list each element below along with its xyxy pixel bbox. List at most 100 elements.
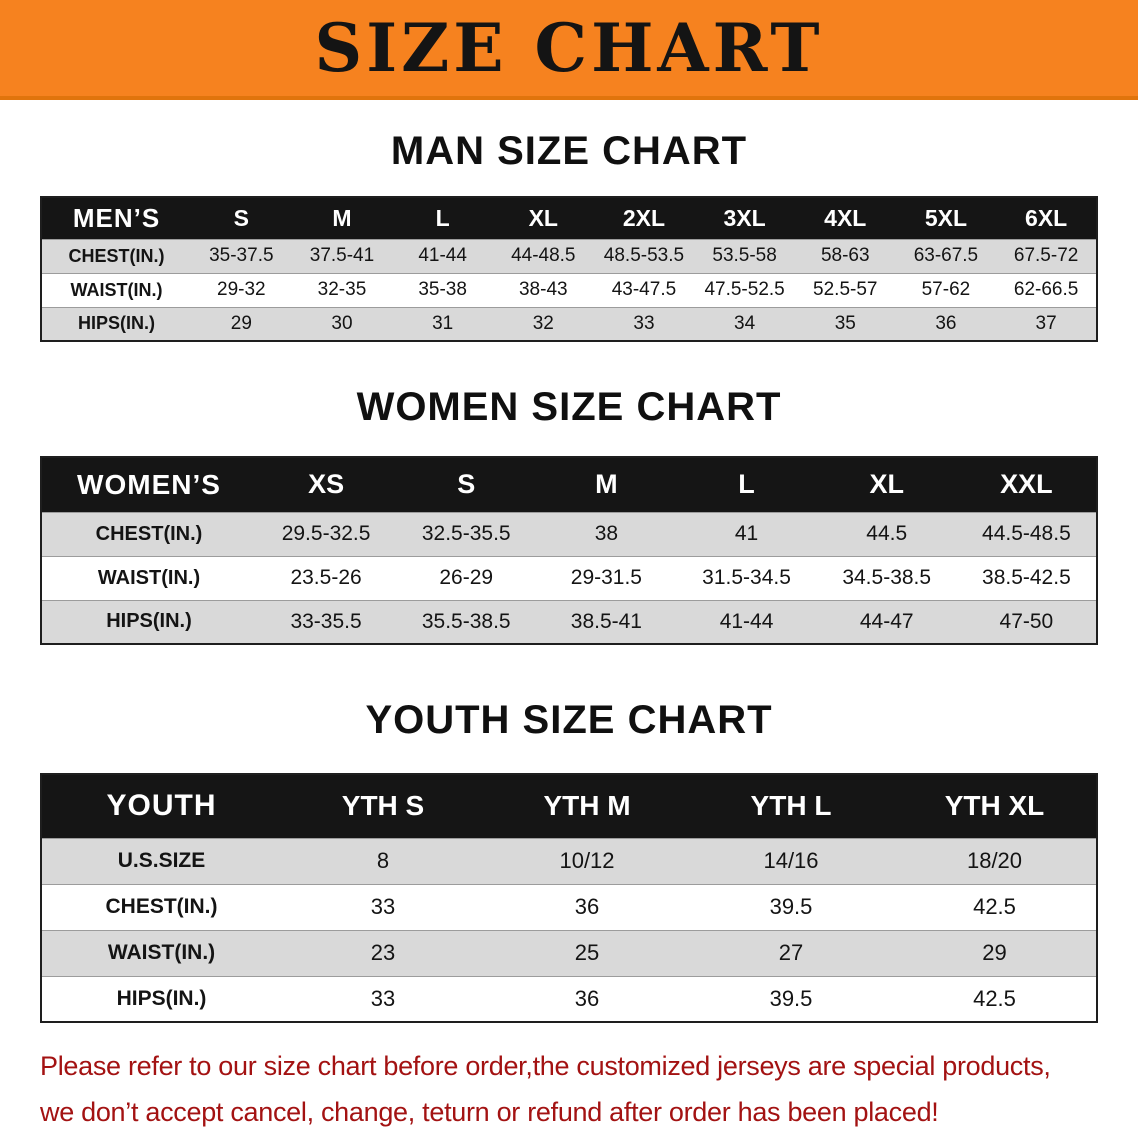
size-cell: 44.5-48.5: [956, 511, 1097, 556]
size-cell: 42.5: [893, 883, 1097, 930]
size-cell: 67.5-72: [996, 238, 1097, 273]
size-cell: 14/16: [689, 837, 893, 884]
men-header-row: MEN’S S M L XL 2XL 3XL 4XL 5XL 6XL: [41, 197, 1097, 239]
women-table-title: WOMEN’S: [41, 457, 256, 512]
men-table-title: MEN’S: [41, 197, 191, 239]
size-cell: 44.5: [816, 511, 957, 556]
table-row: HIPS(IN.) 29 30 31 32 33 34 35 36 37: [41, 306, 1097, 341]
table-row: CHEST(IN.) 29.5-32.5 32.5-35.5 38 41 44.…: [41, 511, 1097, 556]
women-header-row: WOMEN’S XS S M L XL XXL: [41, 457, 1097, 512]
size-cell: 29: [893, 929, 1097, 976]
size-cell: 44-47: [816, 599, 957, 644]
men-section-heading: MAN SIZE CHART: [390, 129, 748, 173]
size-cell: 37.5-41: [291, 238, 393, 273]
size-cell: 36: [895, 306, 997, 341]
table-row: HIPS(IN.) 33-35.5 35.5-38.5 38.5-41 41-4…: [41, 599, 1097, 644]
women-section-heading: WOMEN SIZE CHART: [356, 385, 782, 429]
size-header-cell: YTH XL: [893, 774, 1097, 838]
size-header-cell: XL: [492, 197, 594, 239]
size-cell: 52.5-57: [794, 272, 896, 307]
table-row: U.S.SIZE 8 10/12 14/16 18/20: [41, 837, 1097, 884]
size-cell: 48.5-53.5: [593, 238, 695, 273]
size-cell: 25: [485, 929, 689, 976]
size-header-cell: 4XL: [794, 197, 896, 239]
row-label: HIPS(IN.): [41, 306, 191, 341]
size-cell: 39.5: [689, 975, 893, 1022]
size-cell: 34: [694, 306, 795, 341]
disclaimer-line-2: we don’t accept cancel, change, teturn o…: [40, 1097, 939, 1127]
size-cell: 38.5-42.5: [956, 555, 1097, 600]
size-cell: 33: [593, 306, 695, 341]
size-cell: 63-67.5: [895, 238, 997, 273]
size-chart-banner: SIZE CHART: [0, 0, 1138, 100]
size-cell: 41-44: [392, 238, 493, 273]
page-title: SIZE CHART: [314, 9, 824, 87]
size-cell: 33-35.5: [256, 599, 397, 644]
size-cell: 38-43: [492, 272, 594, 307]
size-cell: 29-31.5: [536, 555, 677, 600]
row-label: HIPS(IN.): [41, 599, 256, 644]
size-cell: 35.5-38.5: [396, 599, 537, 644]
size-header-cell: M: [536, 457, 677, 512]
size-cell: 29: [191, 306, 292, 341]
size-cell: 41: [676, 511, 817, 556]
row-label: U.S.SIZE: [41, 837, 281, 884]
size-cell: 32: [492, 306, 594, 341]
size-cell: 34.5-38.5: [816, 555, 957, 600]
size-cell: 42.5: [893, 975, 1097, 1022]
size-header-cell: YTH S: [281, 774, 485, 838]
row-label: CHEST(IN.): [41, 511, 256, 556]
row-label: WAIST(IN.): [41, 555, 256, 600]
size-header-cell: 5XL: [895, 197, 997, 239]
row-label: HIPS(IN.): [41, 975, 281, 1022]
men-size-table: MEN’S S M L XL 2XL 3XL 4XL 5XL 6XL CHEST…: [40, 196, 1098, 342]
size-header-cell: M: [291, 197, 393, 239]
size-cell: 31: [392, 306, 493, 341]
size-cell: 53.5-58: [694, 238, 795, 273]
table-row: HIPS(IN.) 33 36 39.5 42.5: [41, 975, 1097, 1022]
size-header-cell: XS: [256, 457, 397, 512]
size-cell: 23.5-26: [256, 555, 397, 600]
size-cell: 37: [996, 306, 1097, 341]
youth-header-row: YOUTH YTH S YTH M YTH L YTH XL: [41, 774, 1097, 838]
size-cell: 26-29: [396, 555, 537, 600]
table-row: CHEST(IN.) 35-37.5 37.5-41 41-44 44-48.5…: [41, 238, 1097, 273]
youth-table-title: YOUTH: [41, 774, 281, 838]
size-header-cell: YTH M: [485, 774, 689, 838]
size-cell: 30: [291, 306, 393, 341]
size-cell: 58-63: [794, 238, 896, 273]
size-cell: 29-32: [191, 272, 292, 307]
row-label: WAIST(IN.): [41, 272, 191, 307]
size-cell: 35-38: [392, 272, 493, 307]
size-cell: 38.5-41: [536, 599, 677, 644]
disclaimer-note: Please refer to our size chart before or…: [40, 1043, 1100, 1132]
row-label: CHEST(IN.): [41, 883, 281, 930]
size-header-cell: XL: [816, 457, 957, 512]
size-cell: 35-37.5: [191, 238, 292, 273]
table-row: WAIST(IN.) 23.5-26 26-29 29-31.5 31.5-34…: [41, 555, 1097, 600]
table-row: WAIST(IN.) 23 25 27 29: [41, 929, 1097, 976]
size-header-cell: S: [191, 197, 292, 239]
size-header-cell: L: [676, 457, 817, 512]
size-cell: 47.5-52.5: [694, 272, 795, 307]
size-cell: 41-44: [676, 599, 817, 644]
size-header-cell: S: [396, 457, 537, 512]
table-row: CHEST(IN.) 33 36 39.5 42.5: [41, 883, 1097, 930]
size-cell: 39.5: [689, 883, 893, 930]
size-cell: 44-48.5: [492, 238, 594, 273]
size-cell: 33: [281, 975, 485, 1022]
size-header-cell: 6XL: [996, 197, 1097, 239]
youth-size-table: YOUTH YTH S YTH M YTH L YTH XL U.S.SIZE …: [40, 773, 1098, 1023]
size-cell: 27: [689, 929, 893, 976]
size-cell: 8: [281, 837, 485, 884]
size-cell: 33: [281, 883, 485, 930]
women-size-table: WOMEN’S XS S M L XL XXL CHEST(IN.) 29.5-…: [40, 456, 1098, 645]
size-header-cell: YTH L: [689, 774, 893, 838]
size-cell: 32.5-35.5: [396, 511, 537, 556]
size-cell: 32-35: [291, 272, 393, 307]
size-cell: 18/20: [893, 837, 1097, 884]
size-cell: 57-62: [895, 272, 997, 307]
table-row: WAIST(IN.) 29-32 32-35 35-38 38-43 43-47…: [41, 272, 1097, 307]
size-cell: 29.5-32.5: [256, 511, 397, 556]
youth-section-heading: YOUTH SIZE CHART: [365, 698, 773, 742]
